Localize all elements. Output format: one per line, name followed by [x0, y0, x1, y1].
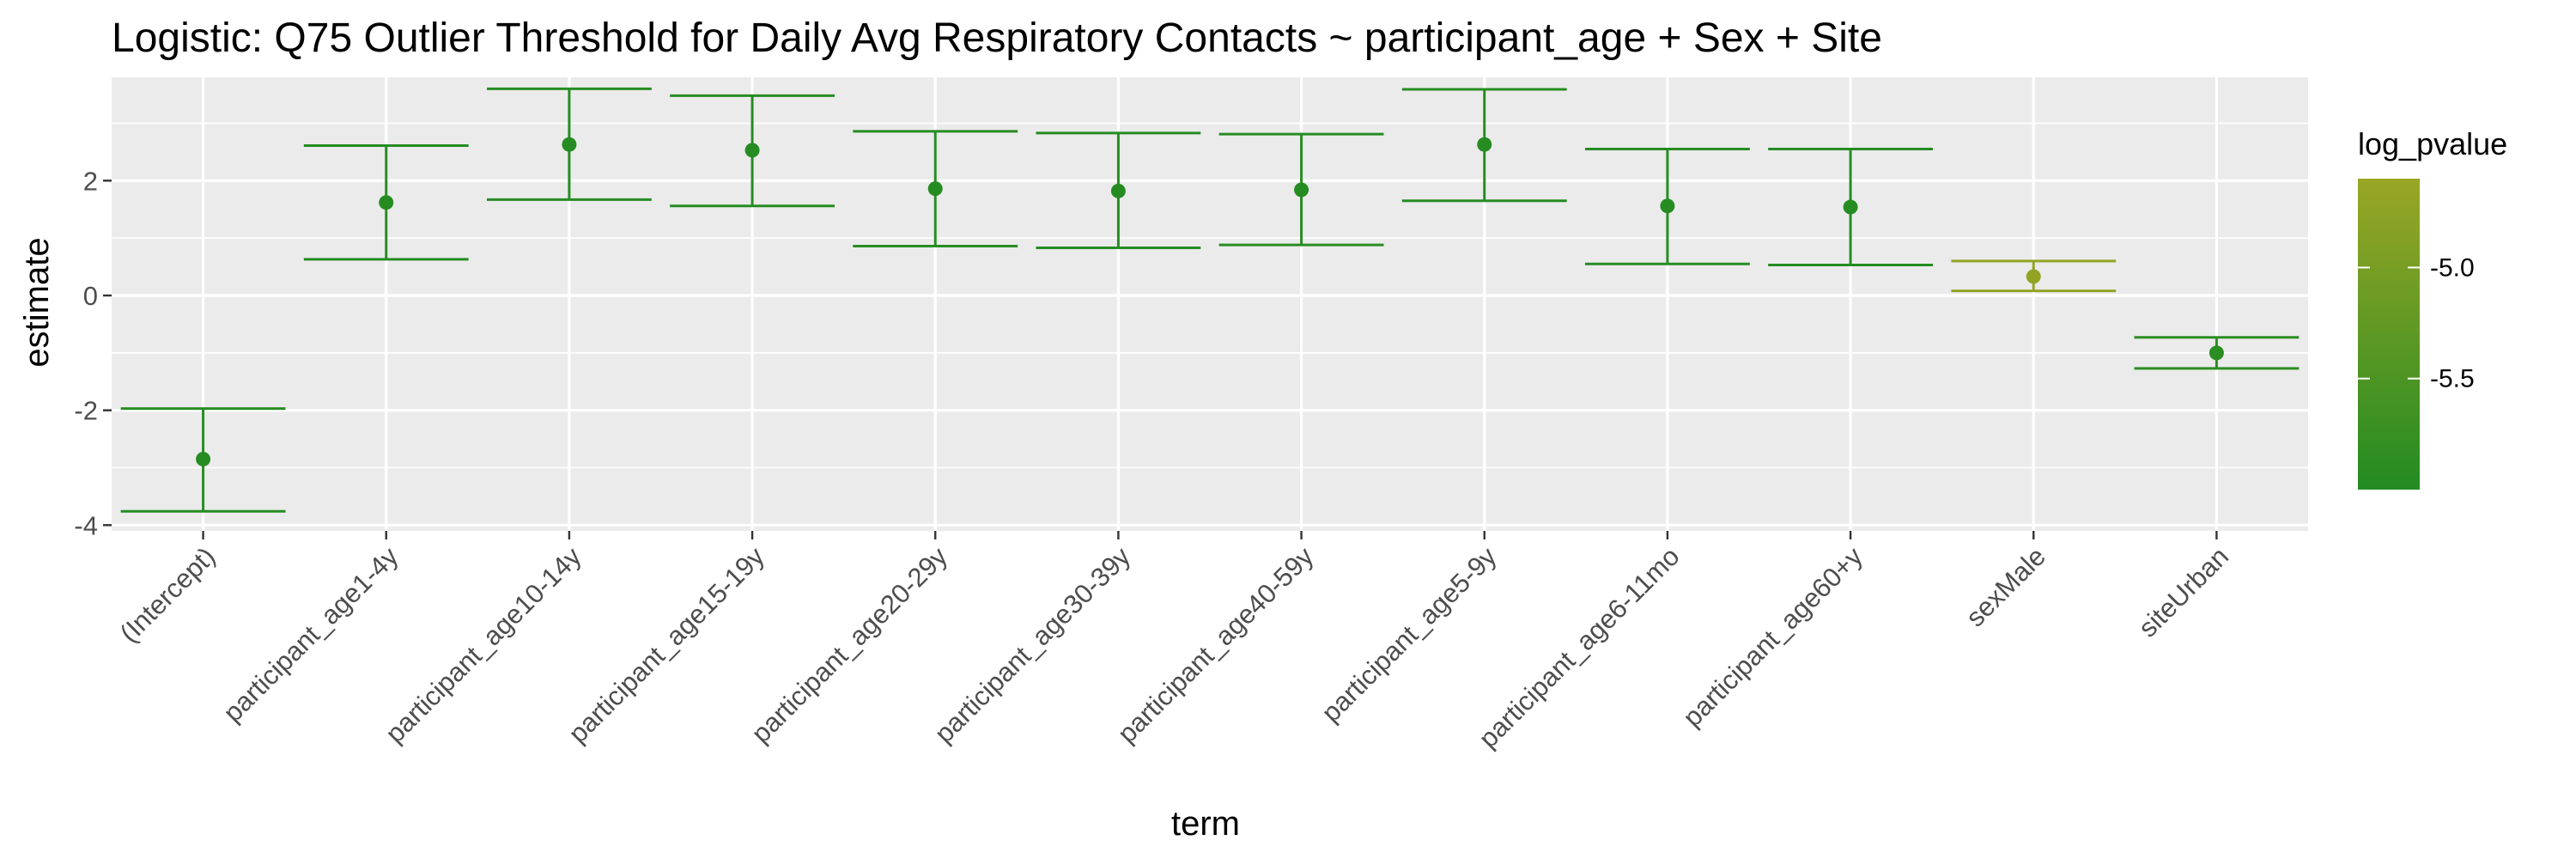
- x-tick-label: siteUrban: [2133, 541, 2235, 643]
- colorbar: [2358, 179, 2420, 490]
- x-axis: (Intercept)participant_age1-4yparticipan…: [114, 531, 2234, 753]
- estimate-point: [2026, 269, 2041, 284]
- x-tick-label: participant_age15-19y: [562, 541, 770, 749]
- estimate-point: [379, 195, 394, 210]
- x-tick-label: participant_age30-39y: [929, 541, 1137, 749]
- estimate-point: [2208, 345, 2224, 361]
- x-tick-label: participant_age10-14y: [380, 541, 587, 749]
- colorbar-tick-label: -5.5: [2430, 365, 2475, 393]
- chart-title: Logistic: Q75 Outlier Threshold for Dail…: [112, 15, 1882, 61]
- plot-panel: [112, 77, 2308, 531]
- y-tick-label: -2: [74, 396, 98, 426]
- y-axis: -4 -2 0 2: [74, 166, 112, 540]
- estimate-point: [1843, 199, 1858, 215]
- colorbar-ticks: -5.0 -5.5: [2358, 253, 2475, 393]
- estimate-point: [1110, 183, 1126, 198]
- colorbar-tick-label: -5.0: [2430, 253, 2475, 282]
- estimate-point: [1477, 137, 1492, 152]
- y-tick-label: -4: [74, 510, 98, 540]
- grid-major: [112, 77, 2308, 531]
- y-axis-title: estimate: [18, 237, 56, 367]
- estimate-point: [1294, 182, 1309, 198]
- legend: log_pvalue -5.0 -5.5: [2358, 126, 2507, 490]
- estimate-point: [744, 143, 760, 158]
- x-tick-label: sexMale: [1960, 541, 2051, 632]
- x-tick-label: participant_age6-11mo: [1473, 541, 1685, 753]
- x-tick-label: participant_age1-4y: [217, 541, 404, 728]
- estimate-point: [927, 181, 943, 197]
- legend-title: log_pvalue: [2358, 126, 2507, 161]
- estimate-point: [196, 451, 211, 466]
- x-axis-title: term: [1171, 805, 1240, 843]
- x-tick-label: (Intercept): [114, 541, 222, 649]
- estimate-point: [562, 137, 577, 152]
- x-tick-label: participant_age20-29y: [745, 541, 953, 749]
- grid-minor: [112, 122, 2308, 469]
- estimate-point: [1660, 198, 1675, 214]
- y-tick-label: 2: [83, 166, 98, 196]
- x-tick-label: participant_age40-59y: [1112, 541, 1320, 749]
- x-tick-label: participant_age5-9y: [1315, 541, 1503, 728]
- x-tick-label: participant_age60+y: [1677, 541, 1868, 733]
- y-tick-label: 0: [83, 281, 98, 311]
- estimate-points: [196, 137, 2224, 466]
